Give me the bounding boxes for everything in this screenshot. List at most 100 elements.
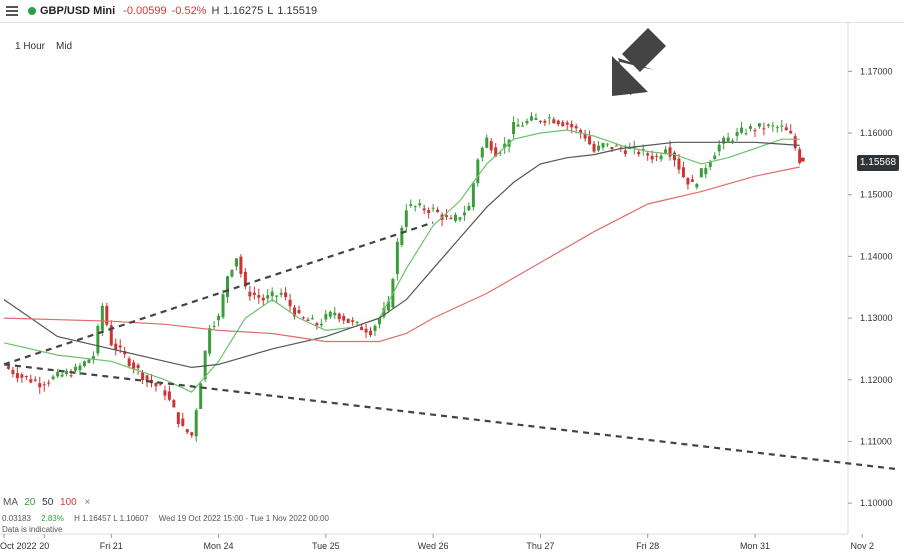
candle <box>476 159 480 184</box>
close-icon[interactable]: × <box>84 497 91 508</box>
candle <box>740 127 744 133</box>
candle <box>766 124 770 126</box>
candle <box>337 313 341 320</box>
candle <box>373 325 377 332</box>
x-tick-label: Mon 24 <box>204 541 234 551</box>
candle <box>167 391 171 400</box>
candle <box>588 136 592 145</box>
candle <box>252 292 256 295</box>
candle <box>328 311 332 317</box>
annotation-arrow-shaft <box>622 28 666 72</box>
candle <box>319 323 323 326</box>
candle <box>248 291 252 297</box>
chart-info-row: 0.03183 2.83% H 1.16457 L 1.10607 Wed 19… <box>2 514 329 523</box>
last-price-marker <box>800 157 805 162</box>
ma-20-label[interactable]: 20 <box>24 497 36 508</box>
timeframe-selector[interactable]: 1 Hour <box>15 41 46 52</box>
candle <box>310 318 314 320</box>
candle <box>659 155 663 160</box>
high-value: 1.16275 <box>223 5 264 17</box>
candle <box>695 184 699 188</box>
candle <box>538 120 542 122</box>
menu-icon[interactable] <box>6 6 18 16</box>
instrument-name[interactable]: GBP/USD Mini <box>40 5 116 17</box>
candle <box>713 155 717 160</box>
candle <box>753 130 757 132</box>
candle <box>726 137 730 142</box>
ma-50-label[interactable]: 50 <box>42 497 54 508</box>
candle <box>42 384 46 386</box>
y-tick-label: 1.17000 <box>860 66 893 76</box>
candle <box>646 153 650 156</box>
low-value: 1.15519 <box>277 5 318 17</box>
candle <box>20 374 24 378</box>
y-tick-label: 1.12000 <box>860 375 893 385</box>
x-tick-label: Thu 27 <box>526 541 554 551</box>
y-tick-label: 1.15000 <box>860 190 893 200</box>
ma-legend: MA 20 50 100 × <box>3 497 90 508</box>
candle <box>762 128 766 130</box>
candle <box>789 130 793 134</box>
annotation-arrow-tip <box>612 56 648 96</box>
candle <box>427 210 431 214</box>
price-change-percent: -0.52% <box>171 5 207 17</box>
candle <box>413 206 417 208</box>
ma-100-label[interactable]: 100 <box>60 497 77 508</box>
candle <box>109 325 113 346</box>
candle <box>47 382 51 384</box>
candle <box>601 143 605 148</box>
candle <box>297 309 301 314</box>
candle <box>664 149 668 154</box>
candle <box>597 145 601 151</box>
candle <box>275 295 279 297</box>
candle <box>351 320 355 322</box>
candle <box>288 299 292 307</box>
candle <box>284 292 288 298</box>
candle <box>735 132 739 136</box>
candle <box>185 429 189 433</box>
candle <box>793 136 797 149</box>
candle <box>346 318 350 323</box>
candle <box>409 204 413 206</box>
info-high-low: H 1.16457 L 1.10607 <box>74 514 149 523</box>
candle <box>503 143 507 148</box>
candle <box>681 167 685 178</box>
candle <box>722 137 726 144</box>
x-tick-label: Nov 2 <box>850 541 874 551</box>
candle <box>190 432 194 436</box>
candle <box>78 365 82 371</box>
price-type-selector[interactable]: Mid <box>56 41 73 52</box>
candle <box>257 295 261 298</box>
candle <box>377 318 381 325</box>
candle <box>610 146 614 150</box>
candle <box>748 126 752 129</box>
ma-50-line <box>3 141 800 369</box>
candle <box>498 152 502 154</box>
candle <box>221 294 225 318</box>
candle <box>673 152 676 161</box>
x-tick-label: Oct 2022 <box>0 541 37 551</box>
candle <box>614 145 618 147</box>
candle <box>96 325 100 354</box>
candle <box>605 143 609 145</box>
candle <box>74 366 78 371</box>
candle <box>757 123 761 127</box>
candle <box>24 376 28 378</box>
candle <box>136 364 140 369</box>
candle <box>525 120 529 124</box>
candle <box>87 359 91 364</box>
candle <box>395 241 399 275</box>
candle <box>6 366 10 369</box>
candle <box>145 375 149 381</box>
candle <box>51 376 55 380</box>
candle <box>243 271 247 287</box>
x-tick-label: Wed 26 <box>418 541 449 551</box>
candle <box>489 141 493 151</box>
candle <box>293 307 297 317</box>
candle <box>141 372 145 381</box>
y-tick-label: 1.10000 <box>860 498 893 508</box>
candle <box>56 371 60 377</box>
candle <box>342 315 346 321</box>
ma-20-line <box>3 129 800 393</box>
